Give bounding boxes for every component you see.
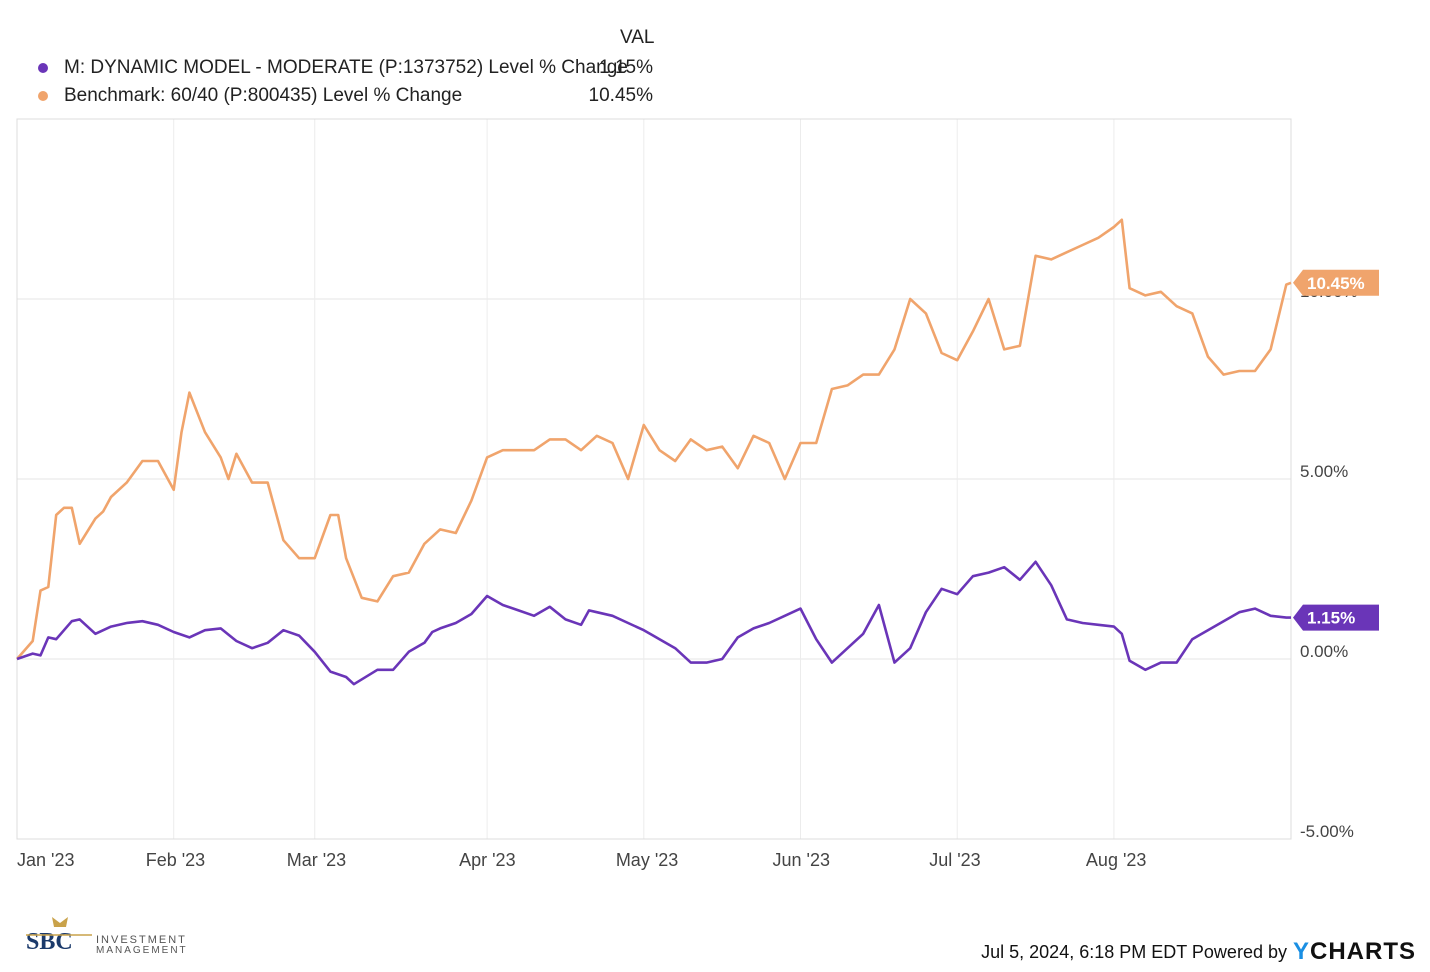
ycharts-brand: CHARTS <box>1310 938 1416 965</box>
y-tick-label: 0.00% <box>1300 642 1348 661</box>
svg-text:1.15%: 1.15% <box>1307 609 1355 628</box>
legend-value: 10.45% <box>588 85 653 106</box>
series-layer <box>16 218 1292 686</box>
end-label-benchmark: 10.45% <box>1293 269 1379 296</box>
gridlines <box>16 119 1291 840</box>
end-label-dynamic-model: 1.15% <box>1293 604 1379 631</box>
legend-dot-icon <box>38 63 48 73</box>
x-tick-label: May '23 <box>616 850 678 870</box>
legend-dot-icon <box>38 91 48 101</box>
legend-label: M: DYNAMIC MODEL - MODERATE (P:1373752) … <box>64 57 628 78</box>
x-axis-ticks: Jan '23 Feb '23 Mar '23 Apr '23 May '23 Jun '… <box>17 850 1146 870</box>
legend-item-dynamic-model[interactable]: M: DYNAMIC MODEL - MODERATE (P:1373752) … <box>38 55 628 81</box>
y-tick-label: 5.00% <box>1300 462 1348 481</box>
legend: VAL M: DYNAMIC MODEL - MODERATE (P:13737… <box>0 0 1430 110</box>
x-tick-label: Jan '23 <box>17 850 74 870</box>
series-line-benchmark[interactable] <box>16 218 1292 660</box>
x-tick-label: Apr '23 <box>459 850 515 870</box>
legend-label: Benchmark: 60/40 (P:800435) Level % Chan… <box>64 85 463 106</box>
lion-crest-icon <box>52 917 68 927</box>
ycharts-logo[interactable]: YCHARTS <box>1293 938 1416 966</box>
plot-frame <box>16 118 1292 840</box>
end-labels: 10.45% 1.15% <box>1293 269 1379 631</box>
logo-subtext-1: INVESTMENT <box>96 934 187 946</box>
legend-value: 1.15% <box>599 57 653 78</box>
sbc-logo: SBC INVESTMENT MANAGEMENT <box>24 915 204 956</box>
svg-text:10.45%: 10.45% <box>1307 274 1365 293</box>
x-tick-label: Feb '23 <box>146 850 205 870</box>
legend-value-header: VAL <box>620 27 655 48</box>
x-tick-label: Mar '23 <box>287 850 346 870</box>
logo-text: SBC <box>26 929 73 955</box>
y-axis-ticks: 10.00%5.00%0.00%-5.00% <box>1300 282 1358 841</box>
series-line-dynamic-model[interactable] <box>16 560 1291 686</box>
ycharts-y-icon: Y <box>1292 938 1310 965</box>
footer-attribution: Jul 5, 2024, 6:18 PM EDT Powered by YCHA… <box>981 938 1416 966</box>
y-tick-label: -5.00% <box>1300 822 1354 841</box>
timestamp: Jul 5, 2024, 6:18 PM EDT Powered by <box>981 941 1287 962</box>
x-tick-label: Jul '23 <box>929 850 980 870</box>
logo-subtext-2: MANAGEMENT <box>96 945 188 955</box>
legend-item-benchmark[interactable]: Benchmark: 60/40 (P:800435) Level % Chan… <box>38 83 462 109</box>
x-tick-label: Jun '23 <box>773 850 830 870</box>
x-tick-label: Aug '23 <box>1086 850 1147 870</box>
